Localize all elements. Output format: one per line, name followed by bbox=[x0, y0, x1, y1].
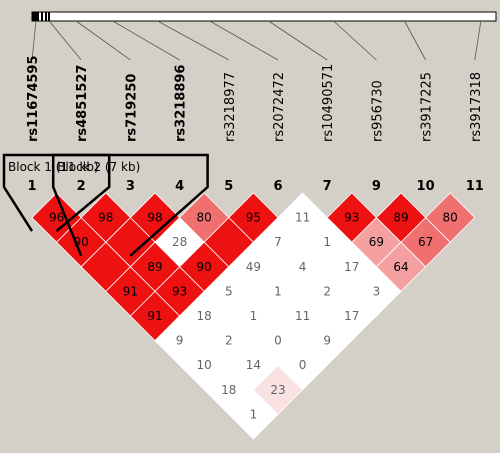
ld-cell-value: 93 bbox=[172, 284, 187, 298]
marker-number: 7 bbox=[323, 179, 332, 194]
snp-connector-line bbox=[268, 20, 328, 61]
haplotype-block: Block 2 (7 kb) bbox=[51, 153, 209, 257]
ld-cell-value: 23 bbox=[270, 383, 285, 397]
marker-number-row: 1 2 3 4 5 6 7 9 10 11 bbox=[27, 179, 483, 194]
marker-number: 5 bbox=[224, 179, 233, 194]
ld-cell-value: 1 bbox=[323, 235, 331, 249]
ld-cell-value: 98 bbox=[98, 211, 113, 225]
snp-connector-line bbox=[48, 20, 82, 61]
ld-cell-value: 28 bbox=[172, 235, 187, 249]
snp-label: rs956730 bbox=[370, 80, 385, 142]
snp-connector-line bbox=[75, 20, 131, 61]
chromosome-track bbox=[31, 11, 497, 22]
snp-label: rs3218896 bbox=[174, 65, 189, 142]
ld-cell-value: 0 bbox=[274, 334, 282, 348]
ld-cell-value: 11 bbox=[295, 309, 310, 323]
snp-connector-line bbox=[112, 20, 180, 61]
ld-cell-value: 17 bbox=[344, 309, 359, 323]
ld-cell-value: 14 bbox=[246, 358, 261, 372]
track-marker bbox=[41, 12, 43, 21]
haplotype-blocks: Block 1 (11 kb)Block 2 (7 kb) bbox=[2, 153, 209, 257]
snp-connector-line bbox=[209, 20, 279, 61]
ld-cell: 90 bbox=[179, 241, 230, 292]
ld-cell-value: 91 bbox=[123, 284, 138, 298]
ld-cell-value: 7 bbox=[274, 235, 282, 249]
ld-cell-value: 67 bbox=[418, 235, 433, 249]
ld-cell-value: 18 bbox=[221, 383, 236, 397]
ld-cell: 1 bbox=[228, 389, 279, 440]
ld-cell-value: 98 bbox=[147, 211, 162, 225]
marker-number: 1 bbox=[27, 179, 36, 194]
ld-cell-value: 89 bbox=[147, 260, 162, 274]
ld-cell-value: 93 bbox=[344, 211, 359, 225]
snp-label: rs3917318 bbox=[469, 72, 484, 142]
ld-cell-value: 49 bbox=[246, 260, 261, 274]
ld-cell-value: 2 bbox=[225, 334, 233, 348]
ld-cell-value: 95 bbox=[246, 211, 261, 225]
snp-connector-lines bbox=[31, 20, 482, 61]
ld-cell-value: 1 bbox=[250, 309, 258, 323]
marker-number: 9 bbox=[372, 179, 381, 194]
track-marker bbox=[45, 12, 47, 21]
snp-connector-line bbox=[333, 20, 377, 61]
snp-label: rs3917225 bbox=[420, 72, 435, 142]
snp-label: rs719250 bbox=[124, 74, 139, 142]
ld-cell-value: 11 bbox=[295, 211, 310, 225]
ld-cell-shape bbox=[228, 389, 279, 440]
ld-cell-value: 0 bbox=[299, 358, 307, 372]
snp-label-row: rs11674595 rs4851527 rs719250 rs3218896 rs32… bbox=[26, 55, 484, 142]
ld-cell-value: 90 bbox=[197, 260, 212, 274]
track-marker bbox=[32, 12, 39, 21]
snp-label: rs10490571 bbox=[321, 64, 336, 142]
snp-label: rs3218977 bbox=[223, 72, 238, 142]
snp-label: rs4851527 bbox=[75, 65, 90, 142]
ld-cell-value: 80 bbox=[443, 211, 458, 225]
block-outline bbox=[51, 153, 209, 257]
ld-cell-value: 1 bbox=[250, 407, 258, 421]
ld-cell-value: 64 bbox=[393, 260, 408, 274]
track-marker bbox=[48, 12, 50, 21]
ld-cell-value: 10 bbox=[197, 358, 212, 372]
ld-cell-value: 9 bbox=[176, 334, 184, 348]
snp-connector-line bbox=[474, 20, 482, 61]
ld-cell-value: 89 bbox=[393, 211, 408, 225]
ld-cell-value: 2 bbox=[323, 284, 331, 298]
snp-label: rs11674595 bbox=[26, 55, 41, 142]
track-bar bbox=[31, 11, 497, 22]
ld-cell-value: 91 bbox=[147, 309, 162, 323]
ld-cell-value: 18 bbox=[197, 309, 212, 323]
ld-cell-value: 17 bbox=[344, 260, 359, 274]
marker-number: 11 bbox=[466, 179, 484, 194]
ld-cell-value: 5 bbox=[225, 284, 233, 298]
ld-cell-value: 80 bbox=[197, 211, 212, 225]
ld-cell-value: 96 bbox=[49, 211, 64, 225]
snp-label: rs2072472 bbox=[272, 72, 287, 142]
ld-cell-value: 4 bbox=[299, 260, 307, 274]
snp-connector-line bbox=[404, 20, 426, 61]
marker-number: 4 bbox=[175, 179, 184, 194]
ld-cell-value: 3 bbox=[373, 284, 381, 298]
ld-cell-value: 1 bbox=[274, 284, 282, 298]
snp-connector-line bbox=[31, 20, 37, 61]
marker-number: 6 bbox=[273, 179, 282, 194]
snp-connector-line bbox=[157, 20, 229, 61]
marker-number: 2 bbox=[77, 179, 86, 194]
ld-cell-value: 9 bbox=[323, 334, 331, 348]
marker-number: 3 bbox=[126, 179, 135, 194]
block-label: Block 2 (7 kb) bbox=[57, 160, 140, 174]
ld-cell-value: 69 bbox=[369, 235, 384, 249]
marker-number: 10 bbox=[417, 179, 435, 194]
ld-cell: 18 bbox=[203, 364, 254, 415]
